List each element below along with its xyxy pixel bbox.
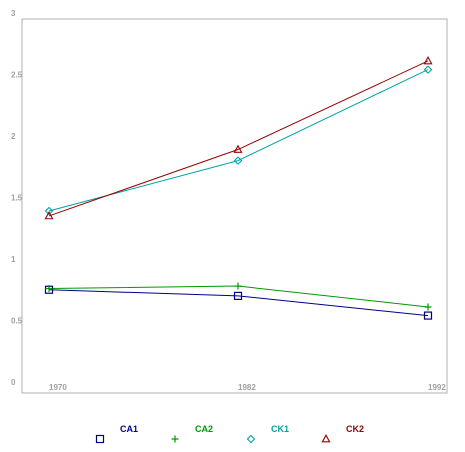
x-tick-label: 1992 [428,383,446,392]
x-tick-label: 1982 [238,383,256,392]
y-tick-label: 1.5 [11,194,23,203]
plot-area-frame [21,18,448,394]
x-tick-label: 1970 [49,383,67,392]
y-tick-label: 2.5 [11,71,23,80]
y-axis-ticks: 0 0.5 1 1.5 2 2.5 3 [11,9,23,387]
data-point-ca2 [45,285,53,293]
y-tick-label: 2 [11,132,16,141]
legend-label-ca1: CA1 [120,424,138,434]
series-line-ca1 [48,289,429,317]
data-point-ca1 [423,311,433,320]
data-point-ca2 [234,282,242,290]
data-point-ck2 [233,144,243,153]
data-point-ca1 [233,291,243,300]
series-markers [44,56,433,320]
y-tick-label: 3 [11,9,16,18]
legend: CA1 CA2 CK1 CK2 [95,424,364,444]
legend-label-ck2: CK2 [346,424,364,434]
legend-marker-ca2 [171,435,179,443]
legend-marker-ck1 [246,434,256,444]
y-tick-label: 1 [11,255,16,264]
series-line-ck1 [48,69,429,212]
legend-label-ck1: CK1 [271,424,289,434]
data-point-ck2 [423,56,433,65]
data-point-ca2 [424,303,432,311]
data-point-ck1 [233,156,243,165]
legend-marker-ca1 [95,434,105,444]
data-point-ck1 [44,206,54,216]
y-tick-label: 0 [11,378,16,387]
data-point-ck2 [44,211,54,220]
legend-marker-ck2 [321,434,331,443]
series-line-ck2 [48,60,429,217]
y-tick-label: 0.5 [11,317,23,326]
data-point-ck1 [423,65,433,74]
legend-label-ca2: CA2 [195,424,213,434]
series-lines [48,60,429,317]
x-axis-ticks: 1970 1982 1992 [49,383,446,392]
